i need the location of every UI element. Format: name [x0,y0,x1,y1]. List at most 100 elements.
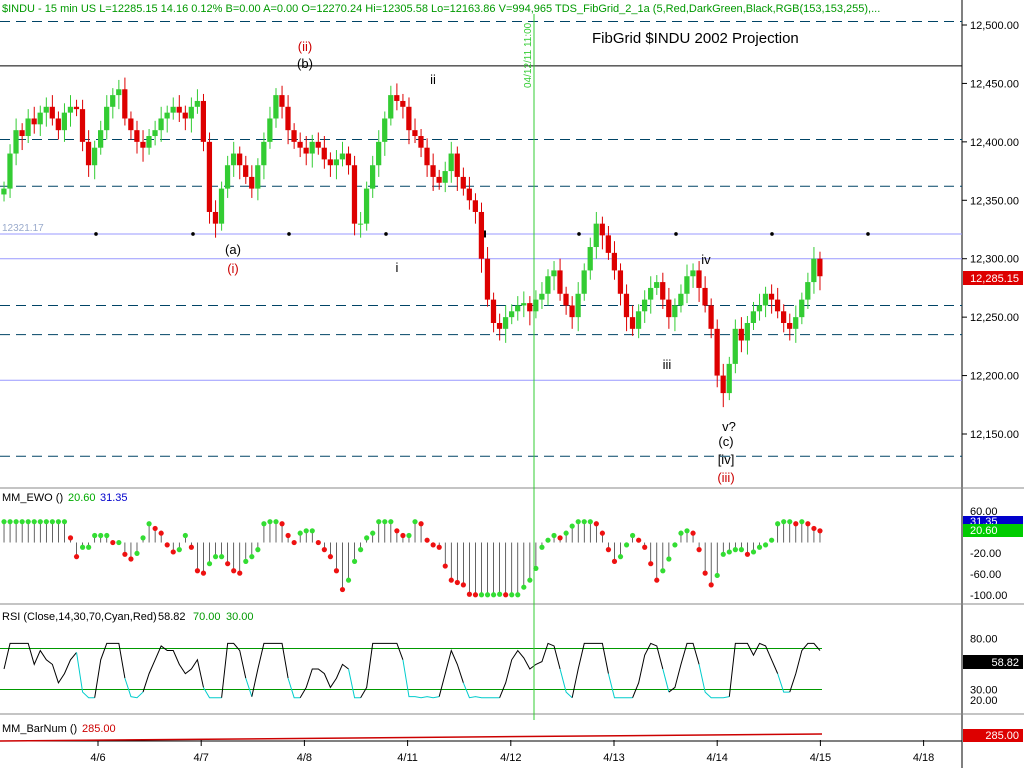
ewo-dot [696,547,702,553]
candle-body [212,211,219,224]
ewo-dot [140,535,146,541]
barnum-line [0,733,823,742]
candle-body [339,153,346,160]
wave-label-iii: iii [663,357,672,372]
price-axis: 12,500.00 12,450.00 12,400.00 12,350.00 12,3… [962,20,1019,441]
ewo-dot [738,547,745,553]
candle-body [454,153,460,177]
ewo-dot [648,561,654,567]
ewo-dot [466,591,473,597]
time-axis: 4/6 4/7 4/8 4/11 4/12 4/13 4/14 4/15 4/18 [0,740,962,764]
rsi-line [559,668,573,699]
candle-body [551,270,557,277]
candle-body [357,223,364,225]
ewo-dot [436,544,442,550]
ewo-dot [255,547,261,553]
candle-body [267,118,273,142]
candle-body [49,106,55,119]
ewo-dot [315,539,321,546]
candle-body [466,188,472,201]
ewo-dot [98,532,104,539]
rsi-lower: 30.00 [226,611,254,623]
ewo-dot [503,592,509,598]
ewo-dot [219,554,225,560]
ewo-dot [170,549,176,555]
x-tick-label: 4/18 [913,752,934,764]
ewo-dot [285,532,291,539]
ewo-dot [291,539,297,546]
barnum-value: 285.00 [82,723,116,735]
candle-body [218,188,225,224]
wave-label-ii: ii [430,72,436,87]
ewo-dot [370,530,376,536]
candle-body [569,305,575,318]
wave-label-a: (a) [225,242,241,257]
ewo-dot [533,565,539,572]
chart-title: FibGrid $INDU 2002 Projection [592,30,799,47]
barnum-panel: 285.00 [0,729,1023,742]
ewo-dot [497,591,503,597]
candle-body [297,141,303,148]
candle-body [720,375,726,394]
rsi-line [124,678,144,699]
ewo-dot [793,521,799,527]
candle-body [660,282,666,300]
ewo-dot [623,542,630,548]
ewo-tick-label: 60.00 [970,506,998,518]
rsi-line [142,645,204,693]
candle-body [515,305,521,312]
candle-body [641,299,648,312]
ewo-dot [581,519,587,525]
candle-body [7,153,13,189]
candle-body [85,141,92,166]
ewo-dot [333,568,340,574]
ewo-dot [104,532,110,539]
wave-label-c: (c) [718,434,733,449]
candle-body [496,322,503,329]
candle-body [605,235,611,253]
candle-body [170,106,176,113]
barnum-marker: 285.00 [985,730,1019,742]
ewo-value-2: 31.35 [100,492,128,504]
candle-body [768,293,775,300]
candle-body [279,95,285,107]
x-tick-label: 4/14 [706,752,727,764]
rsi-tick-label: 30.00 [970,685,998,697]
candle-body [351,165,358,224]
ewo-dot [769,537,775,543]
ewo-value-1: 20.60 [68,492,96,504]
x-tick-label: 4/13 [603,752,624,764]
candle-body [25,118,31,137]
candle-body [545,276,551,294]
ewo-dot [134,550,140,556]
y-tick-label: 12,250.00 [970,312,1019,324]
ewo-dot [484,592,491,598]
rsi-tick-label: 80.00 [970,633,998,645]
candle-body [611,252,617,271]
candle-body [575,293,581,318]
candle-body [255,165,261,189]
ewo-dot [176,547,182,553]
ewo-dot [37,519,43,525]
ewo-dot [122,551,128,557]
ewo-dot [261,521,267,527]
ewo-dot [382,519,388,525]
candle-body [1,188,7,195]
candle-body [436,176,442,183]
candle-body [672,305,678,318]
ewo-dot [545,537,551,543]
candle-body [91,147,98,166]
candle-body [557,270,563,294]
candle-body [412,130,418,137]
ewo-dot [817,528,823,534]
ewo-dot [756,544,763,550]
rsi-upper: 70.00 [193,611,221,623]
ewo-dot [521,584,527,590]
ewo-dot [249,554,255,560]
ewo-dot [158,530,164,536]
ewo-dot [636,537,642,543]
candle-body [424,147,430,166]
rsi-name: RSI (Close,14,30,70,Cyan,Red) [2,611,157,623]
